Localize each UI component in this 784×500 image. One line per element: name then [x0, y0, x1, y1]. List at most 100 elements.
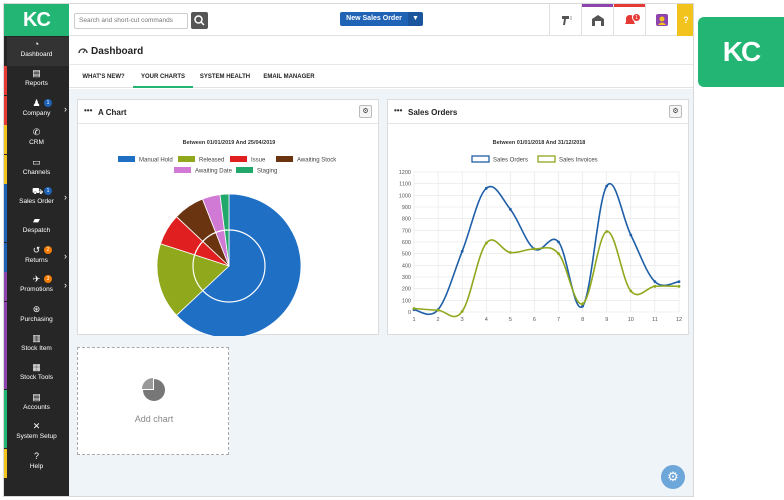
sidebar-item-stripe	[4, 331, 7, 360]
data-point[interactable]	[629, 289, 633, 293]
legend-label: Awaiting Stock	[297, 158, 337, 164]
returns-icon: ↺	[32, 244, 41, 255]
sidebar-item-stripe	[4, 389, 7, 419]
data-point[interactable]	[677, 280, 681, 284]
sidebar-item-stock-item[interactable]: ▥ Stock Item	[4, 331, 69, 360]
data-point[interactable]	[653, 284, 657, 288]
tab-bar: WHAT'S NEW? YOUR CHARTS SYSTEM HEALTH EM…	[69, 66, 693, 88]
data-point[interactable]	[533, 247, 536, 251]
sidebar-item-stripe	[4, 301, 7, 331]
panel-settings-button[interactable]: ⚙	[359, 105, 372, 118]
tab-email-manager[interactable]: EMAIL MANAGER	[263, 74, 315, 80]
data-point[interactable]	[629, 233, 633, 237]
sidebar-item-stripe	[4, 66, 7, 96]
sidebar-item-dashboard[interactable]: ◔ Dashboard	[4, 37, 69, 66]
drag-handle-icon[interactable]: •••	[394, 106, 403, 115]
data-point[interactable]	[653, 280, 657, 284]
sidebar-item-reports[interactable]: ▤ Reports	[4, 66, 69, 96]
warehouse-icon	[592, 15, 604, 26]
tab-your-charts[interactable]: YOUR CHARTS	[133, 66, 193, 88]
data-point[interactable]	[460, 249, 464, 253]
data-point[interactable]	[436, 308, 440, 312]
panel-title: A Chart	[98, 108, 127, 117]
notifications-button[interactable]: 1	[613, 4, 646, 36]
data-point[interactable]	[460, 310, 464, 313]
settings-fab[interactable]: ⚙	[661, 465, 685, 489]
report-icon: ▤	[32, 68, 41, 79]
line-chart: Sales Orders Sales Invoices 0 100 200 300 400 5…	[399, 155, 682, 323]
sidebar-item-accounts[interactable]: ▤ Accounts	[4, 389, 69, 419]
pie-slice[interactable]	[156, 243, 230, 316]
notification-badge: 1	[632, 13, 641, 22]
legend-label: Awaiting Date	[195, 169, 233, 175]
x-tick-label: 1	[412, 317, 415, 323]
scanner-button[interactable]	[549, 4, 582, 36]
x-tick-label: 3	[461, 317, 464, 323]
data-point[interactable]	[484, 241, 488, 245]
tab-system-health[interactable]: SYSTEM HEALTH	[199, 74, 251, 80]
sidebar-item-stock-tools[interactable]: ▦ Stock Tools	[4, 360, 69, 390]
sidebar-item-label: Stock Item	[21, 345, 52, 352]
legend-swatch	[236, 167, 253, 173]
add-chart-label: Add chart	[134, 414, 174, 424]
megaphone-icon: ✈	[32, 274, 41, 285]
data-point[interactable]	[605, 184, 609, 188]
data-point[interactable]	[605, 230, 609, 233]
kc-brand-logo: KC	[698, 17, 784, 87]
sidebar-item-company[interactable]: ♟ Company 1 ›	[4, 95, 69, 125]
sidebar-item-crm[interactable]: ✆ CRM	[4, 125, 69, 155]
legend-swatch	[471, 155, 490, 163]
legend-label: Issue	[251, 158, 266, 164]
data-point[interactable]	[484, 186, 488, 190]
data-point[interactable]	[508, 207, 512, 211]
kc-logo[interactable]: KC	[4, 4, 69, 36]
data-point[interactable]	[581, 304, 585, 308]
sidebar-item-system-setup[interactable]: ✕ System Setup	[4, 419, 69, 449]
data-point[interactable]	[581, 302, 585, 306]
panel-settings-button[interactable]: ⚙	[669, 105, 682, 118]
x-tick-label: 5	[509, 317, 512, 323]
sidebar-item-returns[interactable]: ↺ Returns 2 ›	[4, 242, 69, 272]
bell-icon	[625, 15, 635, 24]
gauge-icon: ◔	[33, 39, 40, 49]
sidebar-item-promotions[interactable]: ✈ Promotions 3 ›	[4, 272, 69, 302]
warehouse-button[interactable]	[581, 4, 614, 36]
gear-icon: ⚙	[667, 469, 679, 484]
y-tick-label: 100	[402, 298, 411, 304]
sidebar-item-despatch[interactable]: ▰ Despatch	[4, 213, 69, 243]
y-tick-label: 0	[408, 310, 411, 316]
channels-icon: ▭	[32, 156, 41, 167]
search-icon	[194, 15, 205, 26]
sidebar-item-label: Stock Tools	[19, 374, 54, 382]
data-point[interactable]	[557, 252, 560, 256]
add-chart-tile[interactable]: Add chart	[77, 347, 229, 455]
new-sales-order-button[interactable]: New Sales Order	[340, 12, 408, 26]
y-tick-label: 200	[402, 287, 411, 293]
scanner-stripe	[550, 4, 582, 7]
y-tick-label: 800	[402, 217, 411, 223]
help-button[interactable]: ?	[677, 4, 693, 36]
y-tick-label: 1200	[399, 170, 411, 176]
data-point[interactable]	[557, 240, 560, 244]
legend-label: Sales Orders	[493, 158, 528, 164]
top-bar: Search and short-cut commands New Sales …	[69, 4, 693, 36]
data-point[interactable]	[677, 284, 681, 288]
sidebar-item-sales-order[interactable]: ⛟ Sales Order 1 ›	[4, 184, 69, 213]
tab-whats-new[interactable]: WHAT'S NEW?	[82, 74, 125, 80]
new-sales-order-dropdown[interactable]: ▼	[408, 12, 423, 26]
search-input[interactable]: Search and short-cut commands	[74, 13, 188, 29]
sidebar-item-label: Channels	[22, 168, 51, 176]
sidebar-item-help[interactable]: ? Help	[4, 448, 69, 478]
sidebar-item-channels[interactable]: ▭ Channels	[4, 154, 69, 184]
drag-handle-icon[interactable]: •••	[84, 106, 93, 115]
data-point[interactable]	[412, 307, 416, 310]
user-button[interactable]	[645, 4, 678, 36]
stock-tools-icon: ▦	[32, 362, 41, 373]
phone-icon: ✆	[32, 127, 41, 138]
pie-slice[interactable]	[175, 193, 302, 336]
data-point[interactable]	[508, 251, 512, 254]
panel-header: ••• Sales Orders ⚙	[388, 100, 688, 124]
panel-title: Sales Orders	[408, 108, 458, 117]
sidebar-item-purchasing[interactable]: ⊛ Purchasing	[4, 301, 69, 331]
search-button[interactable]	[191, 12, 208, 29]
